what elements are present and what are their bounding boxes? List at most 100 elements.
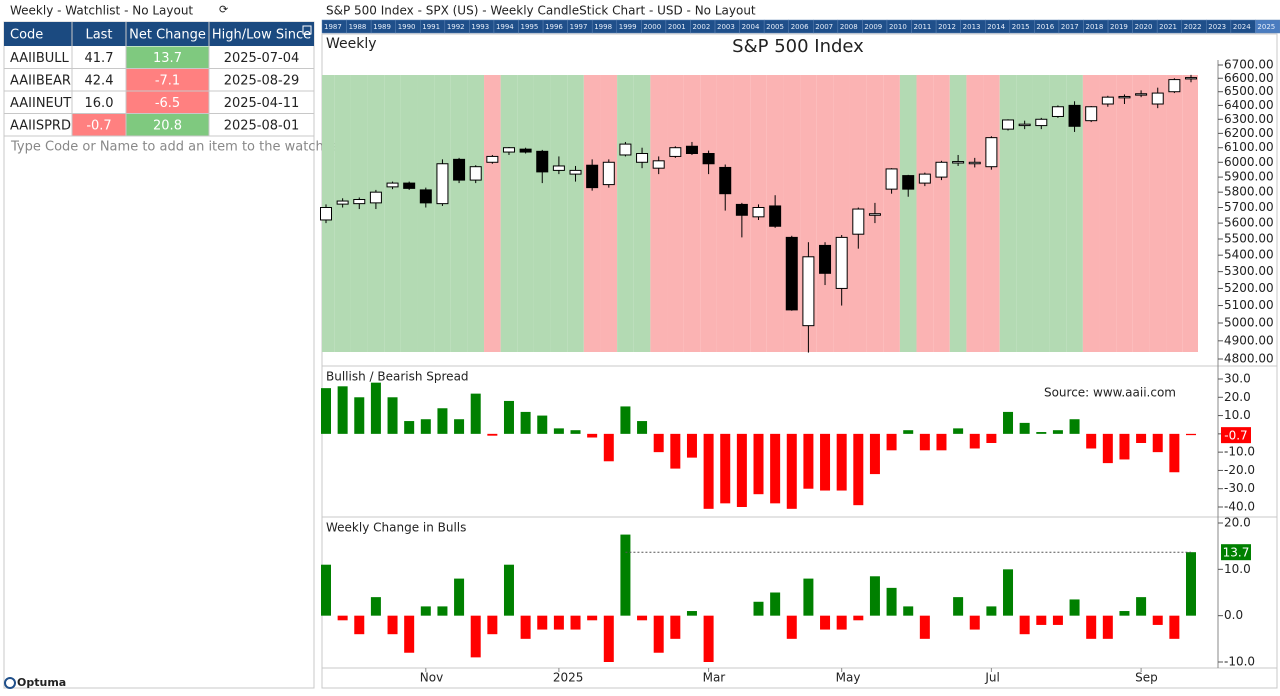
year-label[interactable]: 1987 bbox=[324, 23, 342, 31]
bar bbox=[437, 408, 448, 434]
year-label[interactable]: 2005 bbox=[766, 23, 784, 31]
table-cell[interactable]: AAIINEUT bbox=[10, 96, 71, 111]
column-header[interactable]: High/Low Since bbox=[212, 28, 311, 43]
year-label[interactable]: 2006 bbox=[791, 23, 809, 31]
year-label[interactable]: 2025 bbox=[1257, 23, 1275, 31]
table-cell[interactable]: 2025-08-29 bbox=[224, 73, 300, 88]
column-header[interactable]: Net Change bbox=[129, 28, 206, 43]
year-label[interactable]: 1998 bbox=[594, 23, 612, 31]
year-label[interactable]: 2012 bbox=[938, 23, 956, 31]
table-cell[interactable]: 41.7 bbox=[85, 51, 114, 66]
bar bbox=[670, 615, 681, 639]
year-label[interactable]: 1992 bbox=[447, 23, 465, 31]
bar bbox=[387, 615, 398, 635]
candle-body bbox=[702, 153, 715, 165]
year-label[interactable]: 2002 bbox=[692, 23, 710, 31]
year-label[interactable]: 2014 bbox=[987, 23, 1005, 31]
table-cell[interactable]: 13.7 bbox=[153, 51, 182, 66]
y-tick-label: 6600.00 bbox=[1224, 71, 1274, 85]
table-cell[interactable]: 2025-04-11 bbox=[224, 96, 300, 111]
table-cell[interactable]: AAIIBEAR bbox=[10, 73, 71, 88]
column-header[interactable]: Last bbox=[85, 28, 112, 43]
bar bbox=[786, 615, 797, 639]
year-label[interactable]: 2018 bbox=[1085, 23, 1103, 31]
table-cell[interactable]: 42.4 bbox=[85, 73, 114, 88]
candle-body bbox=[636, 153, 649, 163]
bar bbox=[836, 615, 847, 630]
year-label[interactable]: 2010 bbox=[889, 23, 907, 31]
table-cell[interactable]: -6.5 bbox=[155, 96, 180, 111]
last-value-box bbox=[1221, 427, 1251, 444]
year-cell[interactable] bbox=[1255, 19, 1280, 34]
bar bbox=[620, 406, 631, 434]
year-label[interactable]: 1989 bbox=[373, 23, 391, 31]
refresh-icon[interactable]: ⟳ bbox=[219, 3, 228, 16]
year-label[interactable]: 2022 bbox=[1184, 23, 1202, 31]
y-tick-label: 6100.00 bbox=[1224, 140, 1274, 154]
bar bbox=[420, 419, 431, 434]
year-label[interactable]: 1991 bbox=[422, 23, 440, 31]
sentiment-band bbox=[500, 75, 518, 352]
y-tick-label: 5100.00 bbox=[1224, 298, 1274, 312]
year-label[interactable]: 2024 bbox=[1233, 23, 1251, 31]
bar bbox=[404, 421, 415, 434]
year-label[interactable]: 1988 bbox=[349, 23, 367, 31]
panel-title: Weekly Change in Bulls bbox=[326, 521, 466, 535]
table-cell[interactable]: 2025-08-01 bbox=[224, 118, 300, 133]
year-label[interactable]: 1997 bbox=[570, 23, 588, 31]
year-label[interactable]: 1993 bbox=[471, 23, 489, 31]
table-cell[interactable]: -0.7 bbox=[86, 118, 111, 133]
table-cell[interactable]: 20.8 bbox=[153, 118, 182, 133]
bar bbox=[686, 433, 697, 458]
year-label[interactable]: 1995 bbox=[521, 23, 539, 31]
year-label[interactable]: 2000 bbox=[643, 23, 661, 31]
year-label[interactable]: 2013 bbox=[963, 23, 981, 31]
year-label[interactable]: 2017 bbox=[1061, 23, 1079, 31]
candle-body bbox=[436, 163, 449, 205]
bar bbox=[603, 433, 614, 462]
table-cell[interactable]: 16.0 bbox=[85, 96, 114, 111]
y-tick-label: 0.0 bbox=[1224, 608, 1243, 622]
year-label[interactable]: 2003 bbox=[717, 23, 735, 31]
year-label[interactable]: 2004 bbox=[742, 23, 760, 31]
sentiment-band bbox=[517, 75, 534, 352]
y-tick-label: 6700.00 bbox=[1224, 58, 1274, 72]
year-label[interactable]: 2001 bbox=[668, 23, 686, 31]
year-label[interactable]: 1999 bbox=[619, 23, 637, 31]
y-tick-label: 5800.00 bbox=[1224, 185, 1274, 199]
sentiment-band bbox=[533, 75, 551, 352]
year-label[interactable]: 2019 bbox=[1110, 23, 1128, 31]
period-label: Weekly bbox=[326, 36, 377, 52]
add-column-button[interactable] bbox=[302, 25, 312, 35]
year-label[interactable]: 2015 bbox=[1012, 23, 1030, 31]
candle-body bbox=[419, 189, 432, 204]
year-label[interactable]: 2021 bbox=[1159, 23, 1177, 31]
cell-highlight bbox=[72, 114, 126, 136]
table-cell[interactable]: AAIIBULL bbox=[10, 51, 69, 66]
year-label[interactable]: 2016 bbox=[1036, 23, 1054, 31]
table-cell[interactable]: AAIISPRD bbox=[10, 118, 71, 133]
bar bbox=[786, 433, 797, 509]
year-label[interactable]: 2023 bbox=[1208, 23, 1226, 31]
column-header[interactable]: Code bbox=[10, 28, 43, 43]
year-label[interactable]: 2020 bbox=[1135, 23, 1153, 31]
table-header bbox=[4, 22, 314, 46]
candle-body bbox=[386, 182, 399, 188]
candle-body bbox=[1085, 106, 1098, 122]
watchlist-hint[interactable]: Type Code or Name to add an item to the … bbox=[10, 140, 343, 155]
table-cell[interactable]: -7.1 bbox=[155, 73, 180, 88]
year-label[interactable]: 1994 bbox=[496, 23, 514, 31]
bar bbox=[803, 433, 814, 489]
table-cell[interactable]: 2025-07-04 bbox=[224, 51, 300, 66]
year-label[interactable]: 2009 bbox=[864, 23, 882, 31]
bar bbox=[969, 433, 980, 449]
bar bbox=[1036, 432, 1047, 434]
candle-body bbox=[1135, 93, 1148, 96]
bar bbox=[903, 606, 914, 616]
year-label[interactable]: 2008 bbox=[840, 23, 858, 31]
sentiment-band bbox=[583, 75, 601, 352]
year-label[interactable]: 2007 bbox=[815, 23, 833, 31]
year-label[interactable]: 1996 bbox=[545, 23, 563, 31]
year-label[interactable]: 2011 bbox=[914, 23, 932, 31]
year-label[interactable]: 1990 bbox=[398, 23, 416, 31]
